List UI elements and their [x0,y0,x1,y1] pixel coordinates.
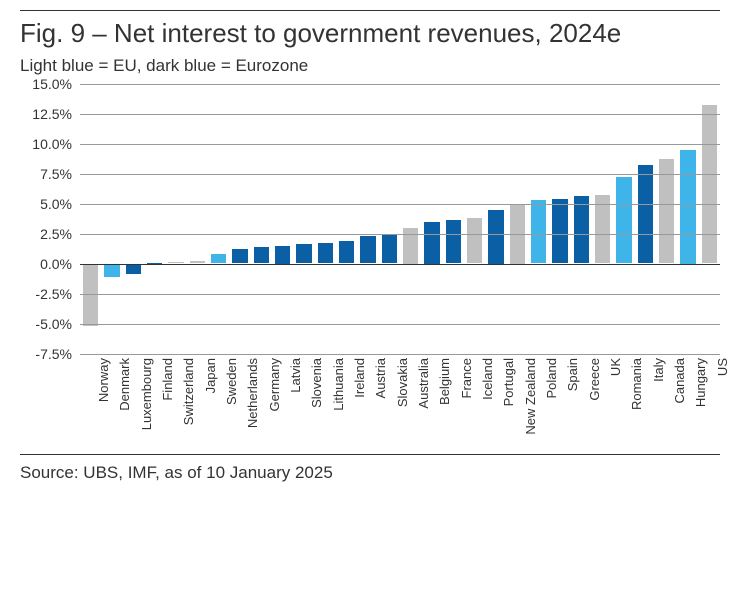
x-tick-label: Belgium [437,358,452,405]
bar [254,247,269,264]
x-tick-label: Norway [96,358,111,402]
bar [552,199,567,264]
bar [680,150,695,264]
y-tick-label: 7.5% [40,166,72,182]
bar [446,220,461,263]
bar [595,195,610,263]
bar [296,244,311,263]
y-tick-label: 15.0% [32,76,72,92]
bar [531,200,546,264]
bar [382,235,397,264]
x-tick-label: Japan [203,358,218,393]
y-tick-label: 0.0% [40,256,72,272]
bar [126,264,141,275]
x-tick-label: Iceland [480,358,495,400]
x-tick-label: Portugal [501,358,516,406]
y-tick-label: 12.5% [32,106,72,122]
bar [638,165,653,263]
x-tick-label: Greece [587,358,602,401]
x-tick-label: Switzerland [181,358,196,425]
y-tick-label: 10.0% [32,136,72,152]
x-tick-label: Slovakia [395,358,410,407]
bar [211,254,226,264]
chart-title: Fig. 9 – Net interest to government reve… [20,17,720,50]
grid-line [80,324,720,325]
x-tick-label: Romania [629,358,644,410]
bar [318,243,333,263]
bar [232,249,247,263]
x-tick-label: US [715,358,730,376]
bar [360,236,375,264]
y-tick-label: -7.5% [35,346,72,362]
bar [702,105,717,263]
grid-line [80,174,720,175]
y-axis: -7.5%-5.0%-2.5%0.0%2.5%5.0%7.5%10.0%12.5… [20,84,80,354]
bars-layer [80,84,720,354]
y-tick-label: 2.5% [40,226,72,242]
y-tick-label: -2.5% [35,286,72,302]
grid-line [80,294,720,295]
bar [616,177,631,263]
bar [275,246,290,264]
y-tick-label: -5.0% [35,316,72,332]
grid-line [80,144,720,145]
x-tick-label: Netherlands [245,358,260,428]
top-rule [20,10,720,11]
x-axis-labels: Norway Denmark Luxembourg Finland Switzerlan… [80,354,720,454]
zero-line [80,264,720,265]
grid-line [80,84,720,85]
y-tick-label: 5.0% [40,196,72,212]
x-tick-label: New Zealand [523,358,538,435]
x-tick-label: Sweden [224,358,239,405]
x-tick-label: Finland [160,358,175,401]
bar [339,241,354,264]
bar [488,210,503,264]
grid-line [80,234,720,235]
x-tick-label: Poland [544,358,559,398]
x-tick-label: Luxembourg [139,358,154,430]
x-tick-label: Lithuania [331,358,346,411]
bar [104,264,119,277]
bottom-rule [20,454,720,455]
bar [659,159,674,263]
x-tick-label: Australia [416,358,431,409]
x-tick-label: Germany [267,358,282,411]
x-tick-label: Austria [373,358,388,398]
x-tick-label: Italy [651,358,666,382]
x-tick-label: Spain [565,358,580,391]
chart-subtitle: Light blue = EU, dark blue = Eurozone [20,56,720,76]
x-tick-label: Ireland [352,358,367,398]
x-tick-label: Latvia [288,358,303,393]
grid-line [80,114,720,115]
chart-area: -7.5% -5.0% -2.5% 0.0% 2.5% 5.0% 7.5% 10.0% 12.5… [20,84,720,454]
x-tick-label: Hungary [693,358,708,407]
bar [467,218,482,264]
bar [424,222,439,264]
x-tick-label: Slovenia [309,358,324,408]
grid-line [80,204,720,205]
plot-area [80,84,720,354]
x-tick-label: Canada [672,358,687,404]
bar [83,264,98,326]
x-tick-label: UK [608,358,623,376]
x-tick-label: France [459,358,474,398]
bar [574,196,589,263]
figure-container: Fig. 9 – Net interest to government reve… [0,0,740,598]
x-tick-label: Denmark [117,358,132,411]
source-text: Source: UBS, IMF, as of 10 January 2025 [20,463,720,483]
